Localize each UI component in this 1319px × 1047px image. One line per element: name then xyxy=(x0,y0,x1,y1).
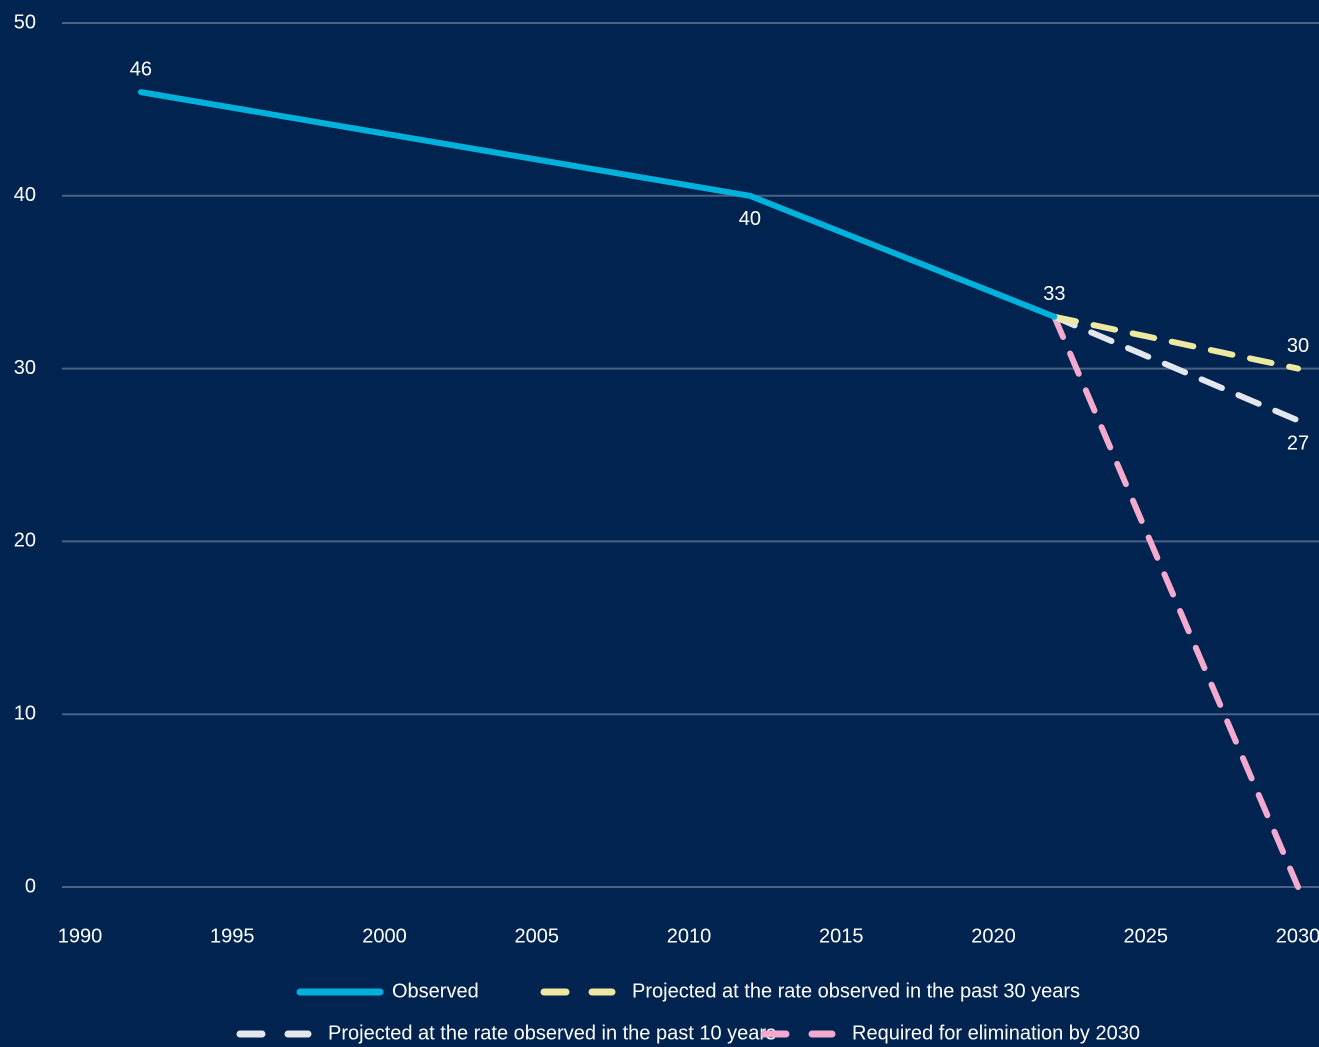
y-tick-label: 50 xyxy=(14,11,36,33)
data-label: 46 xyxy=(130,58,152,80)
data-label: 40 xyxy=(739,208,761,230)
data-label: 33 xyxy=(1043,283,1065,305)
y-tick-label: 40 xyxy=(14,184,36,206)
x-tick-label: 2010 xyxy=(667,925,712,947)
x-tick-label: 2000 xyxy=(362,925,407,947)
legend-label: Projected at the rate observed in the pa… xyxy=(632,980,1080,1002)
series-line xyxy=(1051,313,1301,424)
data-label: 27 xyxy=(1287,433,1309,455)
series-line xyxy=(1051,313,1301,890)
y-tick-label: 20 xyxy=(14,530,36,552)
x-tick-label: 2025 xyxy=(1124,925,1169,947)
x-tick-label: 2005 xyxy=(515,925,560,947)
x-tick-label: 2030 xyxy=(1276,925,1319,947)
series-line xyxy=(1051,313,1301,372)
legend-label: Observed xyxy=(392,980,479,1002)
x-tick-label: 2020 xyxy=(971,925,1016,947)
series-line xyxy=(137,89,1058,320)
y-tick-label: 10 xyxy=(14,702,36,724)
data-label: 30 xyxy=(1287,335,1309,357)
legend-label: Projected at the rate observed in the pa… xyxy=(328,1022,776,1044)
y-tick-label: 30 xyxy=(14,357,36,379)
x-tick-label: 2015 xyxy=(819,925,864,947)
legend-label: Required for elimination by 2030 xyxy=(852,1022,1140,1044)
x-tick-label: 1990 xyxy=(58,925,103,947)
y-tick-label: 0 xyxy=(25,875,36,897)
x-tick-label: 1995 xyxy=(210,925,255,947)
